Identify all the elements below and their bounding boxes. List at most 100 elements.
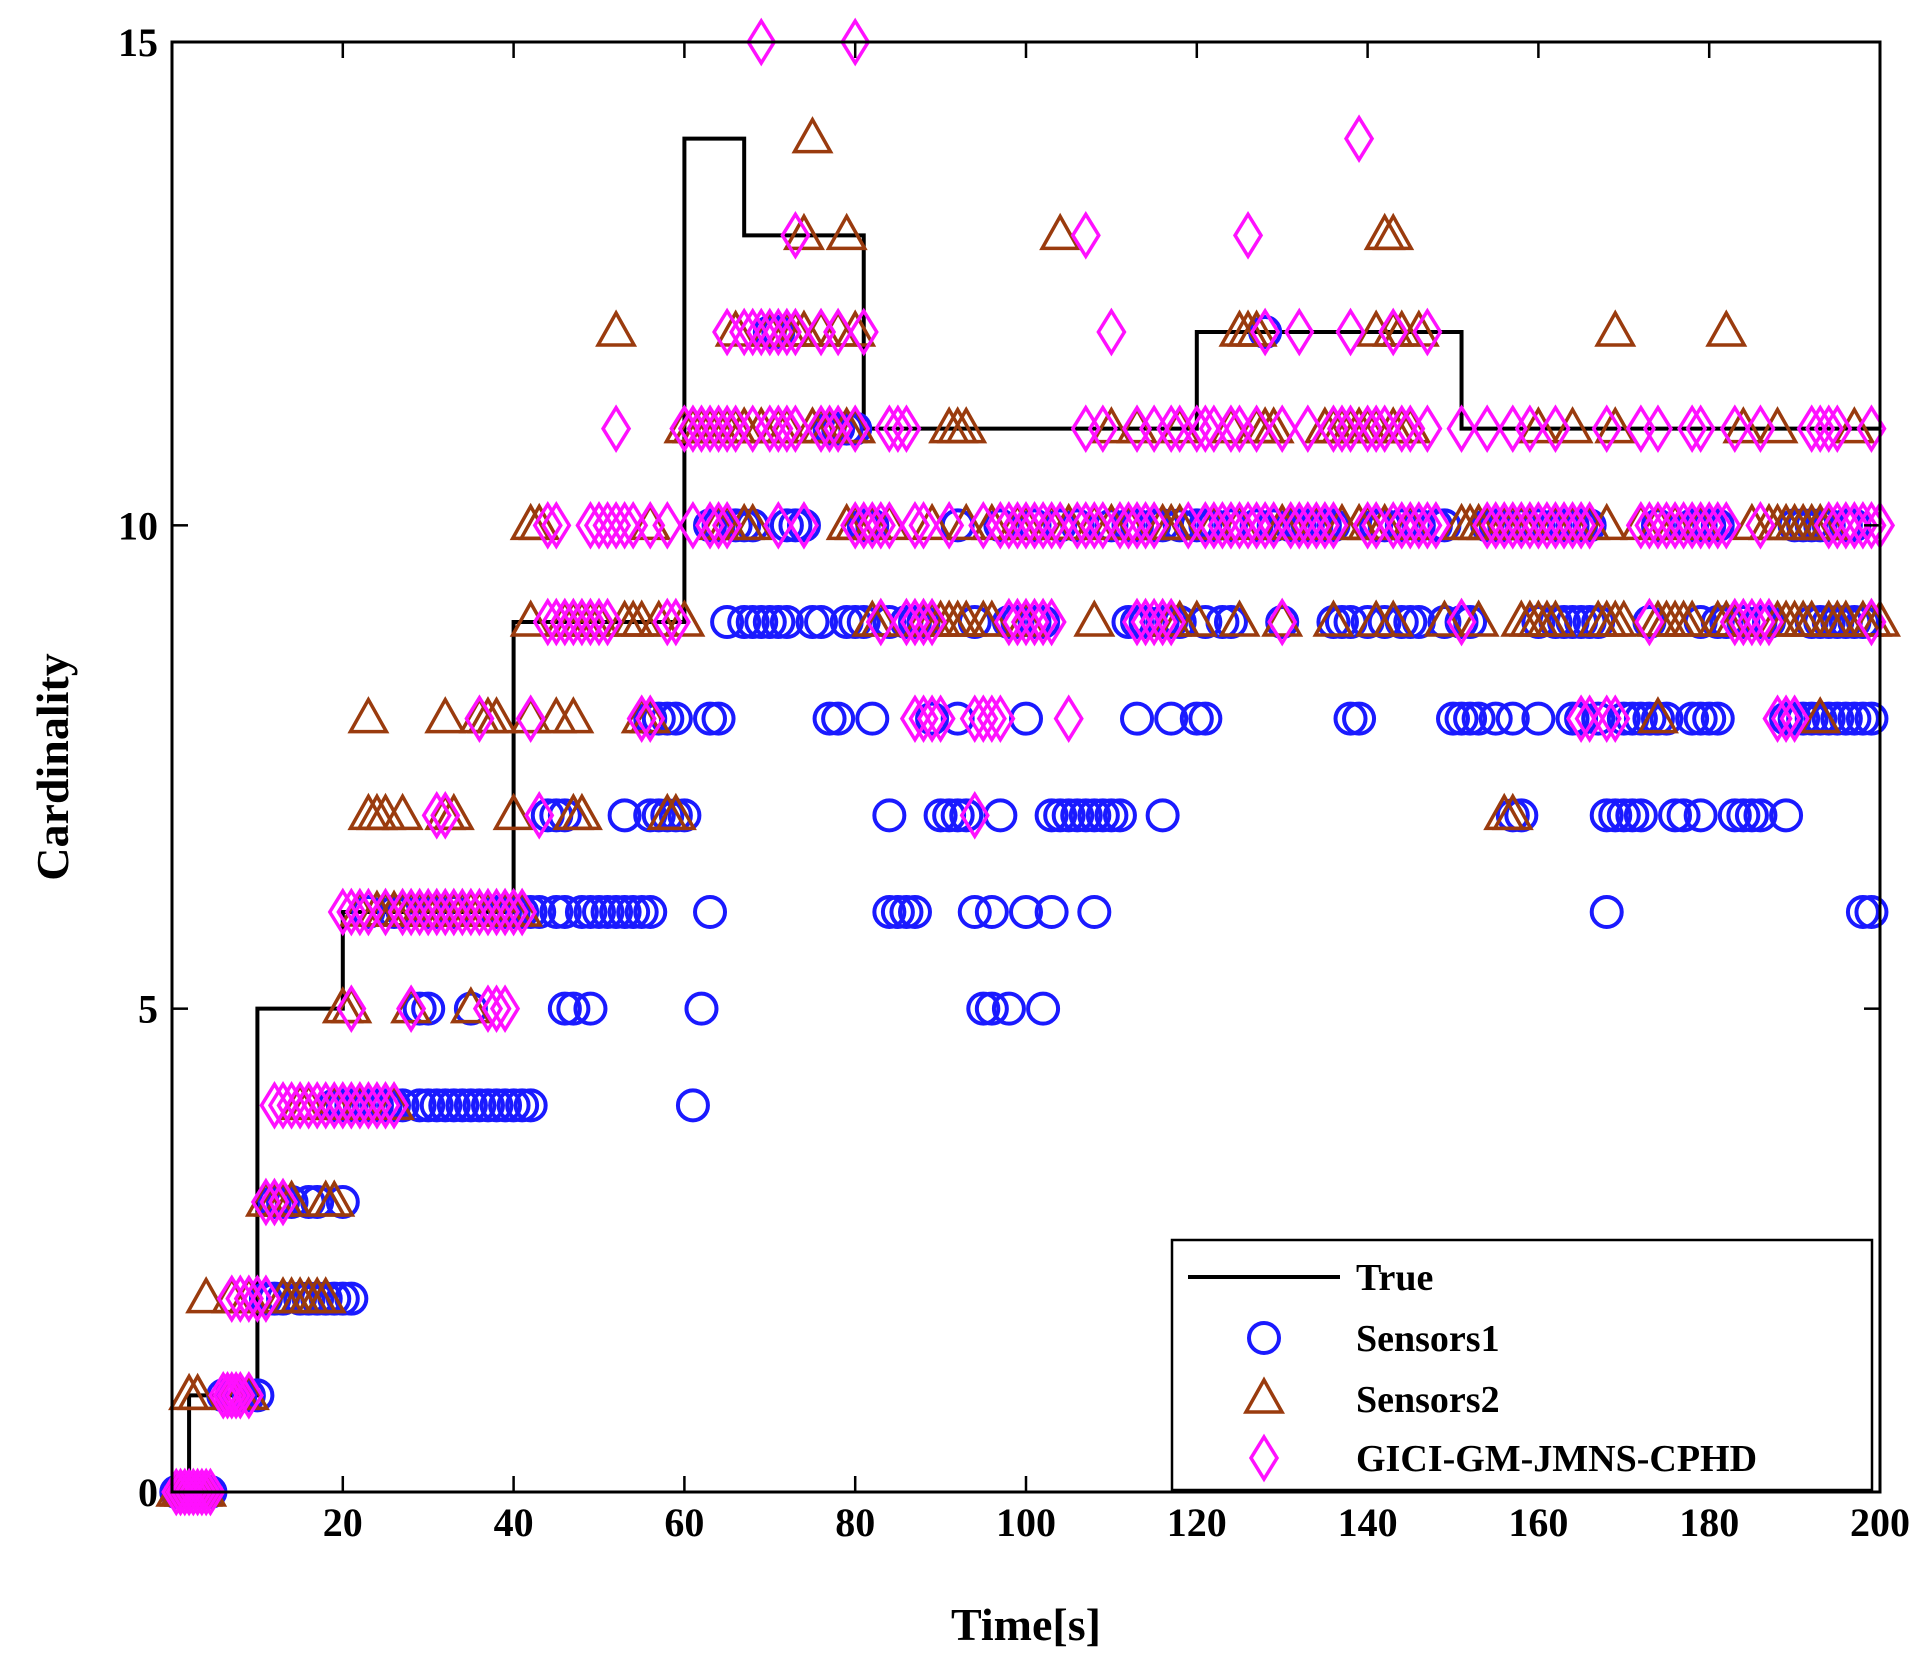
gici-gm-jmns-cphd-point bbox=[1446, 404, 1477, 453]
legend-entry-true: True bbox=[1188, 1257, 1433, 1299]
sensors1-point bbox=[599, 895, 634, 929]
sensors1-point bbox=[1094, 798, 1129, 833]
sensors2-point bbox=[1107, 502, 1150, 541]
sensors2-point bbox=[1722, 406, 1765, 444]
sensors1-point bbox=[1854, 895, 1889, 929]
gici-gm-jmns-cphd-point bbox=[498, 887, 529, 937]
sensors2-point bbox=[1116, 406, 1159, 444]
sensors1-point bbox=[693, 895, 728, 929]
gici-gm-jmns-cphd-point bbox=[225, 1371, 256, 1420]
gici-gm-jmns-cphd-point bbox=[788, 501, 820, 550]
x-tick-label: 40 bbox=[494, 1500, 534, 1545]
sensors1-point bbox=[1726, 798, 1761, 833]
sensors1-point bbox=[923, 798, 958, 833]
sensors2-point bbox=[1654, 502, 1697, 541]
sensors2-point bbox=[654, 792, 697, 831]
gici-gm-jmns-cphd-point bbox=[626, 694, 657, 743]
x-tick-label: 60 bbox=[664, 1500, 704, 1545]
gici-gm-jmns-cphd-point bbox=[1267, 404, 1298, 453]
sensors1-point bbox=[1598, 798, 1633, 833]
sensors2-point bbox=[492, 792, 535, 831]
sensors1-point bbox=[1623, 798, 1658, 833]
sensors1-point bbox=[1666, 798, 1701, 833]
gici-gm-jmns-cphd-point bbox=[1053, 694, 1084, 743]
sensors1-point bbox=[547, 991, 582, 1026]
sensors1-point bbox=[744, 605, 779, 639]
sensors2-point bbox=[1312, 599, 1355, 637]
gici-gm-jmns-cphd-point bbox=[267, 1177, 299, 1227]
sensors1-point bbox=[1316, 605, 1351, 639]
sensors1-point bbox=[1649, 701, 1684, 736]
sensors1-point bbox=[1444, 701, 1479, 736]
gici-gm-jmns-cphd-point bbox=[532, 501, 563, 550]
gici-gm-jmns-cphd-point bbox=[421, 791, 452, 840]
sensors1-point bbox=[855, 701, 890, 736]
legend-entry-sensors2: Sensors2 bbox=[1243, 1376, 1500, 1421]
sensors2-point bbox=[1218, 599, 1261, 637]
sensors2-point bbox=[347, 696, 390, 734]
gici-gm-jmns-cphd-point bbox=[1745, 404, 1776, 453]
sensors1-point bbox=[385, 1088, 420, 1123]
sensors2-point bbox=[424, 696, 467, 734]
gici-gm-jmns-cphd-point bbox=[1719, 404, 1750, 453]
sensors1-point bbox=[1803, 701, 1838, 736]
gici-gm-jmns-cphd-point bbox=[771, 404, 802, 453]
gici-gm-jmns-cphd-point bbox=[1215, 404, 1247, 453]
gici-gm-jmns-cphd-point bbox=[1514, 404, 1545, 453]
sensors1-point bbox=[684, 991, 719, 1026]
gici-gm-jmns-cphd-point bbox=[1753, 597, 1785, 647]
gici-gm-jmns-cphd-point bbox=[212, 1371, 243, 1420]
sensors1-point bbox=[1154, 701, 1189, 736]
gici-gm-jmns-cphd-point bbox=[840, 404, 871, 453]
sensors1-point bbox=[735, 605, 770, 639]
gici-gm-jmns-cphd-point bbox=[191, 1467, 222, 1517]
sensors1-point bbox=[1333, 701, 1368, 736]
gici-gm-jmns-cphd-point bbox=[609, 501, 640, 550]
gici-gm-jmns-cphd-point bbox=[1087, 404, 1118, 453]
gici-gm-jmns-cphd-point bbox=[1779, 694, 1810, 743]
sensors1-point bbox=[966, 991, 1001, 1026]
gici-gm-jmns-cphd-point bbox=[1745, 597, 1776, 647]
sensors1-point bbox=[1811, 701, 1846, 736]
gici-gm-jmns-cphd-point bbox=[1190, 404, 1221, 453]
sensors1-point bbox=[983, 798, 1018, 833]
sensors1-point bbox=[1478, 701, 1513, 736]
sensors1-point bbox=[1794, 701, 1829, 736]
gici-gm-jmns-cphd-point bbox=[1028, 597, 1059, 647]
sensors1-point bbox=[1521, 605, 1556, 639]
sensors2-point bbox=[373, 1082, 416, 1121]
series-layer bbox=[155, 17, 1901, 1517]
sensors2-point bbox=[1005, 502, 1047, 541]
gici-gm-jmns-cphd-point bbox=[908, 501, 939, 550]
sensors1-point bbox=[675, 1088, 710, 1123]
sensors2-point bbox=[945, 406, 988, 444]
sensors1-point bbox=[872, 895, 907, 929]
sensors2-point bbox=[1047, 502, 1090, 541]
legend-box bbox=[1170, 1238, 1874, 1492]
sensors1-point bbox=[1495, 701, 1530, 736]
gici-gm-jmns-cphd-point bbox=[1540, 404, 1571, 453]
gici-gm-jmns-cphd-point bbox=[336, 984, 367, 1033]
sensors1-point bbox=[641, 798, 676, 833]
x-tick-label: 200 bbox=[1850, 1500, 1910, 1545]
sensors1-point bbox=[804, 605, 839, 639]
sensors2-point bbox=[663, 599, 706, 637]
gici-gm-jmns-cphd-point bbox=[1036, 597, 1067, 647]
sensors1-point bbox=[1555, 701, 1590, 736]
sensors2-point bbox=[338, 1082, 381, 1121]
gici-gm-jmns-cphd-point bbox=[242, 1274, 273, 1323]
sensors1-point bbox=[1581, 701, 1616, 736]
legend-marker-swatch bbox=[1248, 1433, 1280, 1483]
gici-gm-jmns-cphd-point bbox=[220, 1371, 252, 1420]
sensors1-point bbox=[880, 895, 915, 929]
sensors1-point bbox=[1709, 605, 1744, 639]
sensors1-point bbox=[1692, 701, 1727, 736]
gici-gm-jmns-cphd-point bbox=[1412, 404, 1443, 453]
legend: True Sensors1 Sensors2 GICI-GM-JMNS-CPHD bbox=[1170, 1238, 1874, 1492]
gici-gm-jmns-cphd-point bbox=[1036, 501, 1067, 550]
gici-gm-jmns-cphd-point bbox=[814, 404, 845, 453]
gici-gm-jmns-cphd-point bbox=[195, 1467, 226, 1517]
sensors1-point bbox=[1068, 798, 1103, 833]
sensors2-point bbox=[1372, 212, 1415, 251]
